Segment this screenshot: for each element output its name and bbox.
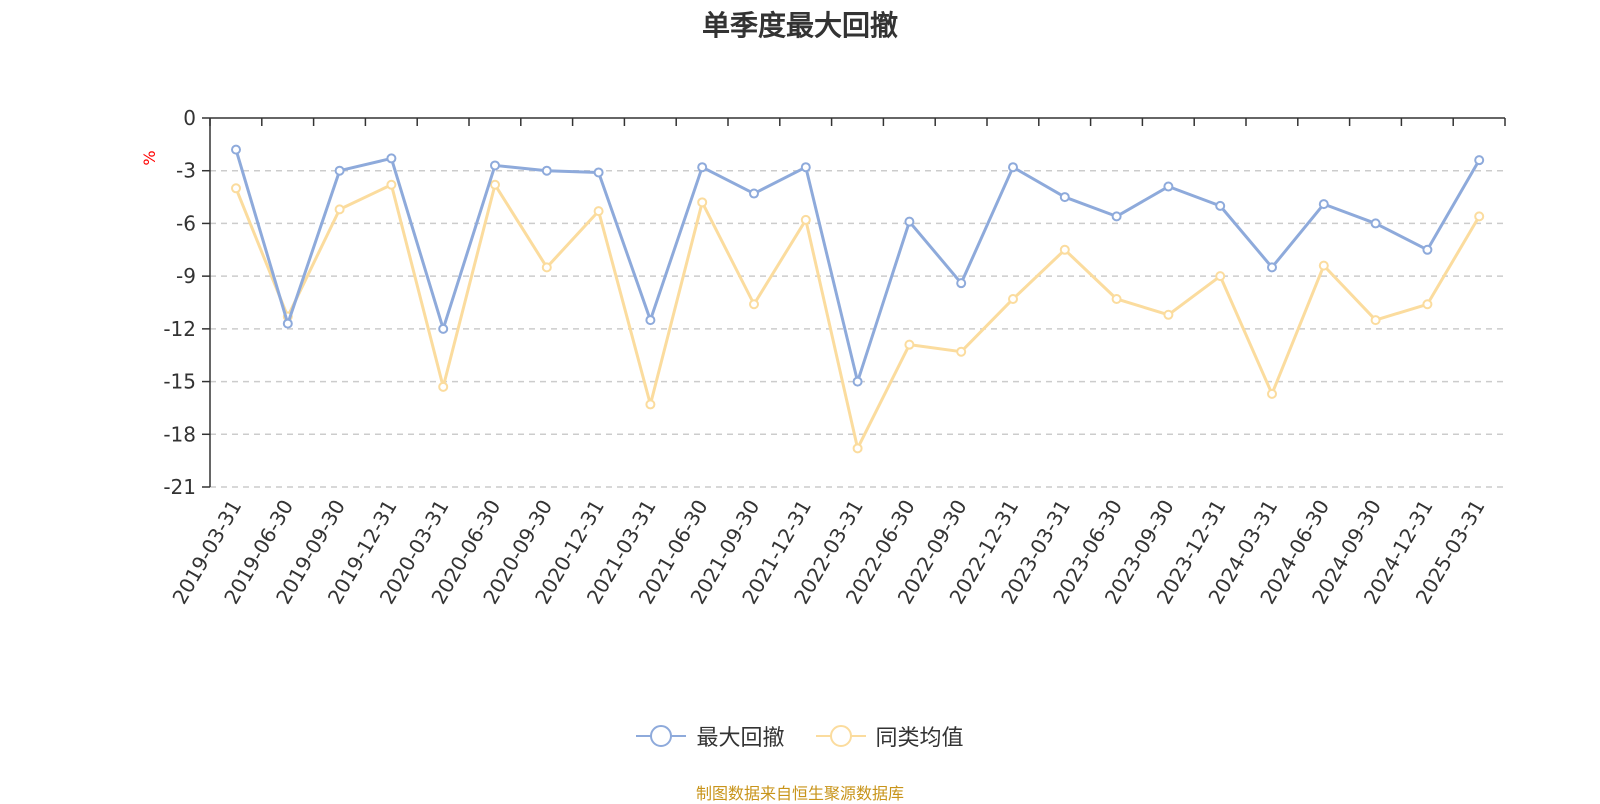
data-point-series-1 (490, 179, 500, 190)
data-point-series-1 (334, 204, 345, 215)
legend-line-marker-icon (636, 725, 687, 747)
y-tick-label: -15 (163, 370, 196, 394)
data-point-series-1 (697, 197, 708, 208)
y-tick-label: -18 (163, 422, 196, 446)
series-line-0 (234, 149, 1481, 384)
data-point-series-0 (541, 165, 552, 176)
data-point-series-0 (1474, 155, 1485, 166)
chart-title: 单季度最大回撤 (701, 9, 898, 42)
data-point-series-1 (645, 399, 656, 410)
data-point-series-0 (1267, 262, 1277, 273)
data-point-series-0 (1163, 181, 1174, 192)
legend-label: 同类均值 (875, 726, 964, 751)
data-point-series-1 (231, 183, 241, 194)
y-axis-unit-label: % (140, 150, 159, 165)
data-point-series-1 (852, 443, 863, 454)
axes (202, 117, 1506, 488)
series-line-1 (234, 183, 1481, 450)
data-point-series-1 (1059, 244, 1070, 255)
data-point-series-1 (1370, 315, 1381, 326)
data-point-series-0 (1422, 244, 1433, 255)
data-point-series-1 (956, 346, 967, 357)
data-point-series-0 (334, 165, 345, 176)
data-point-series-0 (749, 188, 759, 199)
data-point-series-1 (749, 299, 759, 310)
y-tick-label: -6 (176, 211, 196, 235)
data-point-series-0 (1111, 211, 1122, 222)
legend: 最大回撤 同类均值 (0, 720, 1600, 754)
data-point-series-0 (956, 278, 967, 289)
data-point-series-1 (1215, 271, 1226, 282)
y-tick-label: -12 (163, 317, 196, 341)
data-point-series-0 (282, 318, 293, 329)
data-point-series-1 (1474, 211, 1485, 222)
data-point-series-1 (904, 339, 915, 350)
data-point-series-1 (438, 381, 449, 392)
data-point-series-1 (1422, 299, 1433, 310)
data-point-series-1 (1318, 260, 1329, 271)
data-point-series-1 (541, 262, 552, 273)
data-point-series-0 (852, 376, 863, 387)
data-point-series-0 (1059, 192, 1070, 203)
legend-item-series-1[interactable]: 同类均值 (815, 720, 964, 752)
data-point-series-0 (386, 153, 397, 164)
legend-item-series-0[interactable]: 最大回撤 (636, 720, 785, 752)
data-point-series-0 (490, 160, 500, 171)
data-point-series-0 (697, 162, 708, 173)
data-point-series-1 (1008, 293, 1018, 304)
data-point-series-0 (904, 216, 915, 227)
data-point-series-0 (1370, 218, 1381, 229)
data-point-series-0 (1008, 162, 1018, 173)
y-tick-label: -21 (163, 475, 196, 499)
data-point-series-1 (593, 206, 604, 217)
y-tick-label: -3 (176, 159, 196, 183)
series-lines (231, 144, 1485, 454)
data-point-series-1 (1267, 388, 1277, 399)
data-point-series-0 (1318, 199, 1329, 210)
y-tick-label: -9 (176, 264, 196, 288)
data-point-series-0 (231, 144, 241, 155)
data-point-series-1 (1163, 309, 1174, 320)
legend-label: 最大回撤 (696, 726, 785, 751)
grid-lines (210, 169, 1505, 488)
data-point-series-0 (438, 323, 449, 334)
data-point-series-0 (1215, 200, 1226, 211)
data-point-series-0 (645, 315, 656, 326)
source-note: 制图数据来自恒生聚源数据库 (695, 784, 904, 803)
data-point-series-1 (800, 214, 811, 225)
data-point-series-1 (386, 179, 397, 190)
legend-line-marker-icon (815, 725, 866, 747)
data-point-series-1 (1111, 293, 1122, 304)
y-tick-label: 0 (183, 106, 196, 130)
data-point-series-0 (800, 162, 811, 173)
data-point-series-0 (593, 167, 604, 178)
